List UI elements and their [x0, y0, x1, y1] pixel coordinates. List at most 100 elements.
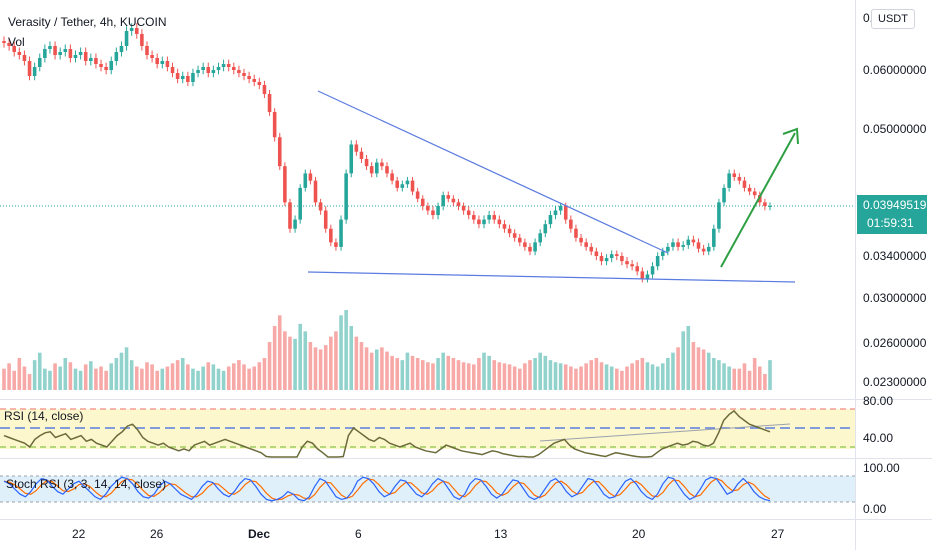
volume-bar [517, 368, 522, 390]
candle-body [553, 210, 558, 216]
candle-body [124, 31, 129, 46]
volume-bar [329, 336, 333, 390]
candle-body [114, 52, 119, 61]
volume-bar [313, 347, 318, 390]
volume-bar [48, 370, 52, 390]
price-tick: 0.06000000 [863, 63, 927, 77]
volume-bar [757, 366, 762, 390]
volume-bar [635, 360, 640, 390]
volume-bar [732, 368, 737, 390]
price-axis[interactable]: 0.0 0.06000000 0.05000000 0.03400000 0.0… [857, 11, 927, 516]
volume-bar [83, 364, 88, 390]
candle-body [696, 242, 701, 249]
candle-body [543, 224, 548, 234]
time-tick: 13 [494, 527, 508, 541]
candle-body [359, 151, 364, 159]
price-tick: 0.02600000 [863, 336, 927, 350]
volume-bar [247, 368, 251, 390]
candle-body [722, 187, 726, 203]
candle-body [615, 254, 619, 256]
volume-bar [640, 358, 645, 390]
candle-body [563, 205, 568, 220]
current-price-value: 0.03949519 [863, 198, 927, 212]
candle-body [594, 251, 599, 256]
volume-bar [487, 355, 491, 390]
candle-body [763, 202, 767, 206]
candle-body [298, 187, 302, 220]
currency-selector[interactable]: USDT [871, 9, 915, 29]
volume-bar [548, 360, 553, 390]
stoch-label: Stoch RSI (3, 3, 14, 14, close) [6, 477, 166, 491]
candle-body [257, 82, 262, 85]
candle-body [2, 41, 6, 43]
candle-body [482, 219, 486, 225]
candle-body [747, 187, 752, 192]
candle-body [17, 52, 22, 55]
volume-bar [609, 366, 614, 390]
price-tick: 0.02300000 [863, 375, 927, 389]
volume-bar [752, 358, 757, 390]
time-tick: 27 [771, 527, 785, 541]
drawings[interactable] [307, 90, 799, 442]
time-tick: Dec [248, 527, 270, 541]
volume-bar [737, 368, 742, 390]
volume-bar [630, 363, 634, 390]
volume-bar [410, 355, 415, 390]
candle-body [420, 198, 425, 206]
volume-bar [12, 370, 17, 390]
candle-countdown: 01:59:31 [867, 216, 914, 230]
candle-body [441, 195, 445, 206]
candle-body [410, 180, 415, 192]
candle-body [134, 28, 139, 34]
volume-bar [196, 370, 200, 390]
candle-body [660, 251, 665, 256]
candle-body [109, 61, 114, 70]
candle-body [625, 261, 629, 265]
candle-body [645, 274, 650, 279]
candle-body [426, 205, 430, 211]
volume-bar [696, 347, 701, 390]
candle-body [436, 205, 440, 216]
volume-bar [359, 342, 364, 390]
volume-bar [252, 366, 257, 390]
volume-bar [206, 362, 211, 390]
volume-bar [768, 360, 772, 390]
volume-bar [742, 363, 747, 390]
candle-body [206, 67, 211, 73]
candle-body [507, 228, 512, 234]
volume-bar [27, 374, 32, 390]
candle-body [446, 195, 451, 199]
rsi-label: RSI (14, close) [4, 409, 83, 423]
candle-body [466, 210, 471, 216]
volume-bar [211, 364, 216, 390]
candle-body [380, 162, 384, 167]
volume-bar [2, 368, 6, 390]
candle-body [119, 46, 124, 52]
volume-bar [308, 342, 313, 390]
volume-bar [17, 358, 22, 390]
volume-bar [191, 368, 195, 390]
candles [2, 23, 772, 283]
volume-bar [482, 352, 486, 390]
volume-bar [671, 352, 675, 390]
rsi-trendline [539, 423, 791, 442]
candle-body [635, 266, 640, 272]
volume-bar [763, 374, 767, 390]
time-axis[interactable]: 22 26 Dec 6 13 20 27 [72, 527, 785, 541]
volume-bar [666, 358, 670, 390]
candle-body [431, 210, 435, 216]
candle-body [400, 184, 405, 188]
volume-bar [569, 366, 573, 390]
time-tick: 6 [355, 527, 362, 541]
candle-body [63, 49, 68, 52]
candle-body [186, 76, 190, 82]
candle-body [737, 177, 742, 181]
volume-bar [323, 345, 328, 390]
candle-body [313, 180, 318, 203]
candle-body [99, 64, 103, 67]
volume-bar [53, 363, 57, 390]
candle-body [492, 215, 497, 220]
volume-bar [134, 366, 139, 390]
